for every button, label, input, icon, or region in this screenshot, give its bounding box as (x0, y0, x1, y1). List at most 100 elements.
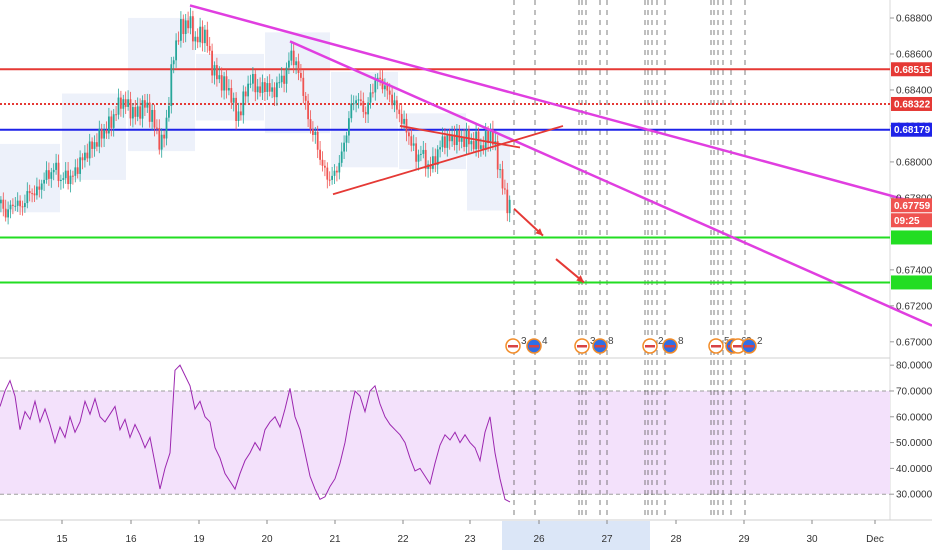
event-marker-stripe (577, 345, 587, 348)
candle-body (86, 152, 89, 159)
candle-body (492, 129, 494, 145)
candle-body (91, 141, 93, 149)
candle-body (297, 61, 300, 73)
trendline[interactable] (399, 125, 521, 149)
trendline[interactable] (332, 125, 564, 196)
candle-body (50, 172, 53, 179)
candle-body (240, 111, 242, 116)
osc-tick-label: 80.0000 (896, 361, 932, 372)
candle-body (302, 77, 305, 96)
candle-body (170, 64, 173, 106)
candle-body (36, 186, 38, 196)
candle-body (364, 111, 367, 115)
candle-body (374, 80, 377, 93)
candle-body (340, 151, 343, 163)
candle-body (429, 164, 432, 169)
volume-profile-box (62, 93, 126, 180)
candle-body (285, 67, 288, 84)
time-tick-label: 27 (601, 534, 613, 545)
candle-body (129, 99, 132, 119)
candle-body (420, 153, 422, 155)
current-price-tag-bg (891, 198, 932, 213)
event-marker-count: 2 (658, 336, 664, 347)
candle-body (12, 204, 14, 206)
candle-body (235, 97, 237, 121)
candle-body (367, 102, 369, 115)
price-tag-bg (891, 62, 932, 77)
candle-body (196, 36, 199, 43)
level-tag-green (891, 230, 932, 245)
candle-body (31, 193, 33, 195)
candle-body (288, 60, 290, 68)
trendline[interactable] (189, 4, 932, 209)
candle-body (124, 99, 127, 107)
time-tick-label: 19 (193, 534, 205, 545)
candle-body (468, 129, 470, 145)
candle-body (19, 200, 21, 207)
candle-body (439, 147, 441, 150)
candle-body (141, 100, 144, 119)
osc-tick-label: 40.0000 (896, 464, 932, 475)
candle-body (264, 82, 266, 92)
price-tag: 0.68322 (894, 99, 931, 110)
oscillator-band (0, 390, 890, 495)
candle-body (52, 169, 55, 173)
candle-body (410, 136, 413, 146)
candle-body (79, 157, 81, 174)
candle-body (482, 145, 485, 151)
candle-body (230, 88, 233, 103)
candle-body (9, 204, 12, 210)
candle-body (211, 50, 213, 76)
candle-body (432, 156, 434, 169)
candle-body (436, 149, 439, 166)
time-tick-label: 28 (670, 534, 682, 545)
candle-body (324, 165, 326, 168)
countdown-tag-bg (891, 213, 932, 228)
candle-body (110, 116, 113, 128)
time-tick-label: Dec (866, 534, 884, 545)
candle-body (470, 141, 473, 145)
candle-body (180, 19, 182, 41)
candle-body (504, 188, 506, 190)
candle-body (134, 107, 137, 117)
candle-body (100, 128, 103, 139)
candle-body (108, 116, 110, 134)
event-marker-stripe (529, 345, 539, 348)
trendline[interactable] (289, 40, 932, 327)
candle-body (76, 167, 79, 174)
candle-body (271, 87, 273, 92)
candle-body (165, 117, 168, 139)
price-tick-label: 0.67200 (896, 301, 932, 312)
time-tick-label: 23 (464, 534, 476, 545)
volume-profile-box (265, 32, 330, 134)
event-marker-stripe (665, 345, 675, 348)
candle-body (57, 162, 60, 182)
price-tag: 0.68515 (894, 65, 931, 76)
candle-body (175, 40, 177, 61)
candle-body (417, 154, 420, 162)
candle-body (487, 131, 489, 143)
candle-body (148, 102, 151, 122)
candle-body (122, 99, 125, 109)
candle-body (228, 88, 230, 91)
candle-body (69, 175, 72, 185)
candle-body (45, 170, 48, 180)
candle-body (93, 142, 96, 149)
candle-body (261, 82, 264, 93)
candle-body (259, 86, 261, 93)
candle-body (252, 73, 254, 84)
candle-body (225, 76, 228, 91)
candle-body (223, 76, 225, 91)
candle-body (273, 87, 276, 98)
candle-body (314, 131, 317, 135)
candle-body (506, 189, 509, 214)
candle-body (26, 191, 29, 204)
candle-body (153, 109, 156, 128)
oscillator-line (0, 364, 511, 503)
candle-body (4, 208, 7, 218)
candle-body (405, 118, 408, 133)
candle-body (508, 199, 511, 214)
candle-body (249, 83, 252, 85)
